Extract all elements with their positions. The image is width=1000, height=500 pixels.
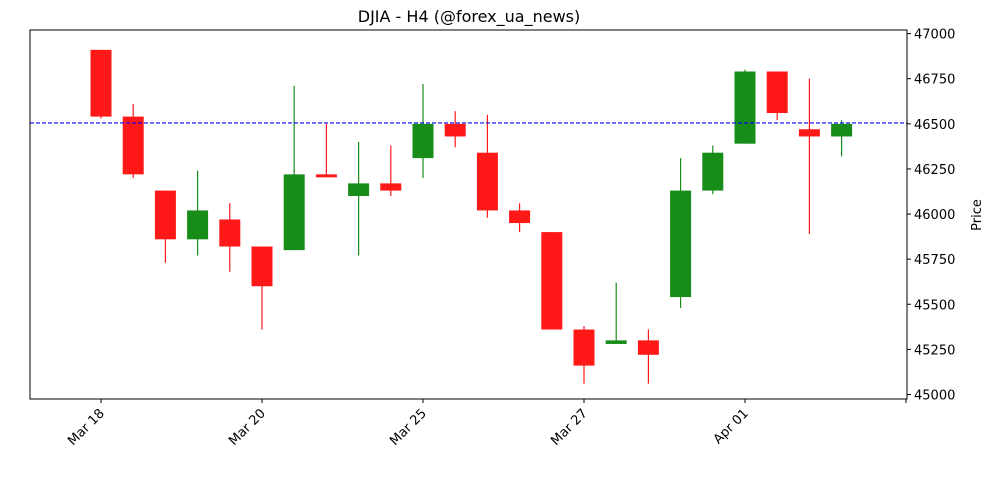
- candle-body: [187, 210, 209, 240]
- candle-body: [380, 183, 402, 191]
- candle-body: [444, 123, 466, 137]
- candle: [541, 232, 563, 330]
- y-tick-label: 47000: [914, 28, 955, 43]
- candle-body: [154, 190, 176, 240]
- candle-body: [573, 329, 595, 366]
- candle: [831, 120, 853, 157]
- y-tick-label: 46500: [914, 118, 955, 133]
- candle: [380, 145, 402, 197]
- candle: [798, 78, 820, 234]
- candle: [766, 71, 788, 121]
- candle-body: [476, 152, 498, 211]
- candle: [315, 123, 337, 178]
- x-tick-label: Apr 01: [711, 406, 752, 447]
- y-tick-label: 45250: [914, 343, 955, 358]
- candle: [670, 158, 692, 308]
- candle: [476, 114, 498, 218]
- y-tick-label: 46250: [914, 163, 955, 178]
- candles-group: [90, 49, 853, 384]
- candle-body: [831, 123, 853, 137]
- candle: [251, 246, 273, 330]
- candle-body: [412, 123, 434, 159]
- candle: [154, 190, 176, 263]
- y-tick-label: 45500: [914, 298, 955, 313]
- candle-body: [798, 129, 820, 137]
- candle-body: [734, 71, 756, 144]
- candle-body: [315, 174, 337, 178]
- candle: [702, 145, 724, 195]
- candle: [219, 203, 241, 272]
- candle-body: [541, 232, 563, 330]
- x-tick-label: Mar 18: [65, 406, 108, 449]
- candle-body: [766, 71, 788, 114]
- x-tick-label: Mar 25: [387, 406, 430, 449]
- candle-body: [605, 340, 627, 344]
- candle: [573, 325, 595, 384]
- x-tick-label: Mar 20: [226, 406, 269, 449]
- candle: [412, 84, 434, 178]
- y-axis: 45000 45250 45500 45750 46000 46250 46500 46750…: [907, 28, 955, 403]
- candle: [348, 141, 370, 256]
- y-tick-label: 45750: [914, 253, 955, 268]
- candle: [90, 49, 112, 119]
- candle: [122, 103, 144, 178]
- x-axis: Mar 18 Mar 20 Mar 25 Mar 27 Apr 01: [65, 399, 907, 449]
- candle: [283, 85, 305, 251]
- y-tick-label: 46000: [914, 208, 955, 223]
- candle-body: [90, 49, 112, 117]
- candle-body: [219, 219, 241, 247]
- candle-body: [122, 116, 144, 175]
- y-tick-label: 46750: [914, 73, 955, 88]
- x-tick-label: Mar 27: [548, 406, 591, 449]
- candle-body: [637, 340, 659, 355]
- candle-body: [670, 190, 692, 298]
- candle: [444, 111, 466, 148]
- chart-title: DJIA - H4 (@forex_ua_news): [358, 7, 580, 27]
- candle-body: [702, 152, 724, 191]
- candle-body: [509, 210, 531, 224]
- candle-body: [348, 183, 370, 197]
- candle: [509, 203, 531, 233]
- candle: [605, 282, 627, 344]
- y-tick-label: 45000: [914, 388, 955, 403]
- candle: [187, 170, 209, 256]
- y-axis-label: Price: [970, 199, 985, 231]
- candle: [637, 329, 659, 384]
- candle-body: [251, 246, 273, 287]
- candle: [734, 69, 756, 144]
- candle-body: [283, 174, 305, 251]
